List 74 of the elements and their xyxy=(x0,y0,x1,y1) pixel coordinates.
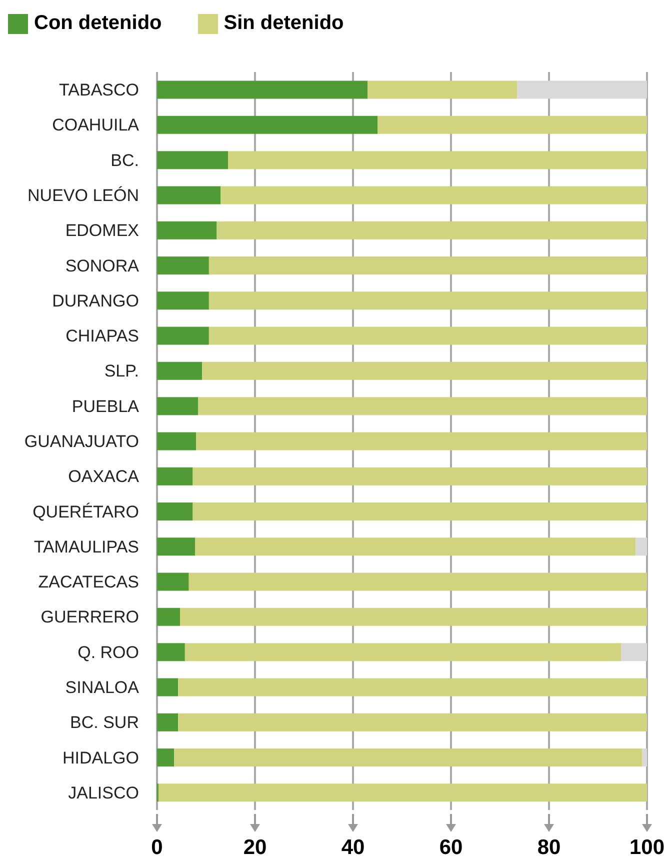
bar xyxy=(642,748,647,766)
bar xyxy=(228,151,647,170)
bar xyxy=(178,713,647,732)
legend-label: Sin detenido xyxy=(224,12,344,35)
y-tick-label: OAXACA xyxy=(68,467,140,486)
bar xyxy=(158,784,647,802)
bar xyxy=(196,432,647,450)
y-tick-label: GUANAJUATO xyxy=(24,432,139,451)
y-tick-label: TAMAULIPAS xyxy=(34,537,139,556)
bar xyxy=(368,80,518,99)
bar xyxy=(636,538,647,556)
x-tick-label: 0 xyxy=(151,836,163,859)
bar xyxy=(157,397,198,416)
bar xyxy=(157,467,193,486)
y-tick-label: SLP. xyxy=(104,362,139,381)
x-tick-label: 40 xyxy=(341,836,365,859)
y-tick-label: BC. SUR xyxy=(70,713,139,732)
y-tick-label: CHIAPAS xyxy=(66,326,139,346)
y-tick-label: COAHUILA xyxy=(52,116,140,135)
bar xyxy=(208,256,647,274)
bar xyxy=(157,502,193,520)
y-tick-label: NUEVO LEÓN xyxy=(28,186,139,205)
bar xyxy=(157,608,180,626)
y-tick-label: PUEBLA xyxy=(72,396,140,416)
bar xyxy=(198,397,647,416)
bar xyxy=(157,643,185,662)
bar xyxy=(157,362,202,380)
y-tick-label: QUERÉTARO xyxy=(32,502,139,522)
bar xyxy=(202,362,647,380)
bar xyxy=(192,467,647,486)
bar xyxy=(157,326,209,345)
bar xyxy=(180,608,647,626)
y-tick-label: GUERRERO xyxy=(40,608,139,627)
bar xyxy=(157,713,178,732)
y-tick-label: SONORA xyxy=(65,256,140,276)
bar xyxy=(517,80,647,99)
bar xyxy=(157,221,217,240)
bar xyxy=(157,572,189,591)
bar xyxy=(184,643,622,662)
bar xyxy=(157,256,209,274)
x-tick-label: 80 xyxy=(537,836,561,859)
bar xyxy=(195,538,636,556)
bar xyxy=(157,432,196,450)
bar xyxy=(216,221,647,240)
x-tick-label: 60 xyxy=(439,836,463,859)
legend-label: Con detenido xyxy=(34,12,162,35)
y-tick-label: DURANGO xyxy=(52,291,139,310)
bar xyxy=(220,186,647,204)
bar xyxy=(157,292,209,310)
bar xyxy=(178,678,647,696)
bar xyxy=(157,151,228,170)
bar xyxy=(208,326,647,345)
bar xyxy=(157,678,178,696)
bar xyxy=(378,116,647,134)
x-tick-label: 20 xyxy=(243,836,267,859)
y-tick-label: TABASCO xyxy=(59,80,139,100)
bar xyxy=(621,643,647,662)
bar xyxy=(157,748,174,766)
y-tick-label: BC. xyxy=(110,150,139,170)
bar xyxy=(157,116,378,134)
y-tick-label: Q. ROO xyxy=(78,642,139,662)
bar xyxy=(174,748,642,766)
x-tick-label: 100 xyxy=(629,836,665,859)
y-tick-label: JALISCO xyxy=(68,783,139,802)
bar xyxy=(157,538,196,556)
y-tick-label: HIDALGO xyxy=(62,748,139,768)
y-tick-label: ZACATECAS xyxy=(38,572,139,592)
y-tick-label: EDOMEX xyxy=(65,221,139,240)
bar xyxy=(157,186,221,204)
bar xyxy=(188,572,647,591)
y-tick-label: SINALOA xyxy=(65,678,140,697)
bar xyxy=(157,80,368,99)
bar xyxy=(192,502,647,520)
bar xyxy=(208,292,647,310)
